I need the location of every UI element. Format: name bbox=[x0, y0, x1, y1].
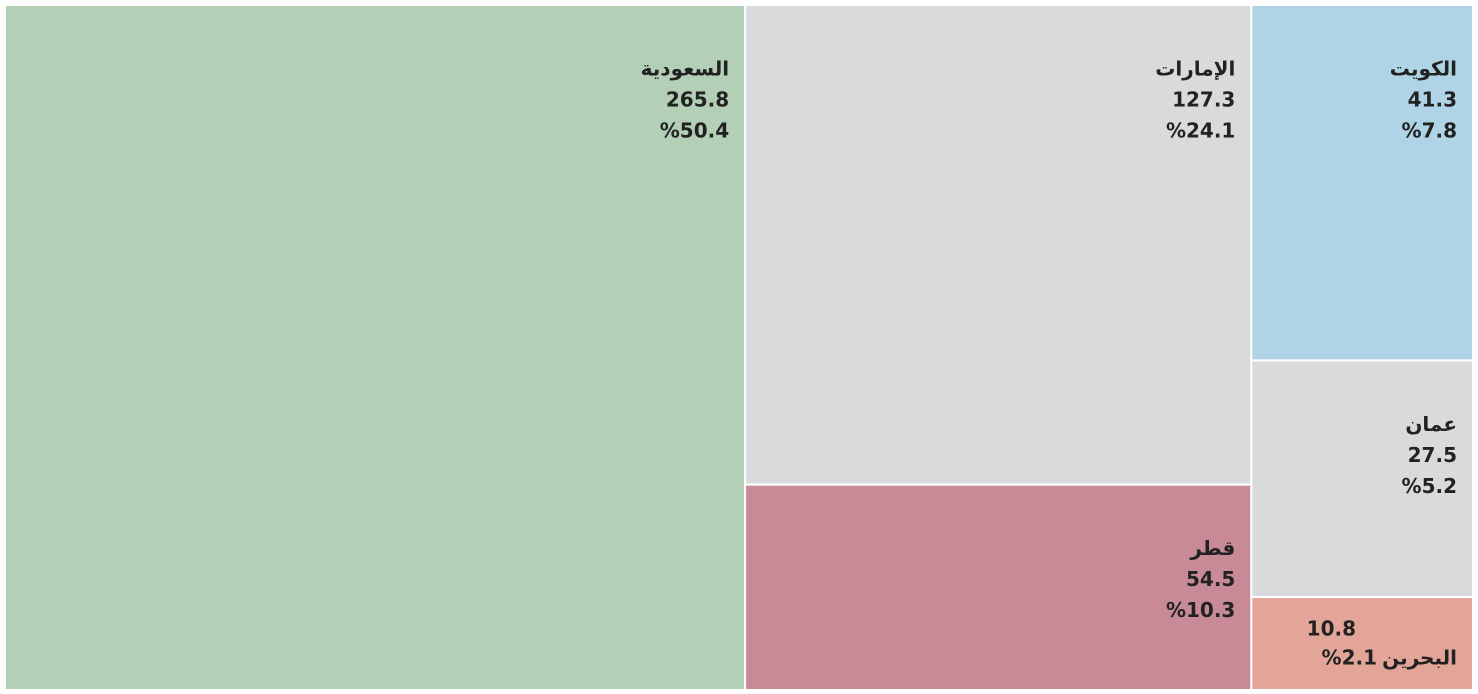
treemap-cell bbox=[4, 4, 747, 691]
cell-share: %7.8 bbox=[1402, 119, 1457, 143]
cell-value: 127.3 bbox=[1172, 88, 1235, 112]
treemap-cell bbox=[1250, 359, 1474, 599]
cell-name: عمان bbox=[1405, 412, 1457, 436]
cell-share: %50.4 bbox=[660, 119, 729, 143]
cell-share: %5.2 bbox=[1402, 474, 1457, 498]
cell-value: 10.8 bbox=[1307, 617, 1356, 641]
cell-name: البحرين bbox=[1382, 646, 1457, 670]
treemap-cell bbox=[744, 4, 1253, 486]
cell-value: 54.5 bbox=[1186, 567, 1235, 591]
cell-name: الكويت bbox=[1390, 57, 1457, 81]
cell-name: الإمارات bbox=[1155, 57, 1235, 81]
cell-share: %24.1 bbox=[1166, 119, 1235, 143]
cell-value: 41.3 bbox=[1408, 88, 1457, 112]
cell-share: %10.3 bbox=[1166, 598, 1235, 622]
cell-value: 27.5 bbox=[1408, 443, 1457, 467]
cell-share: %2.1 bbox=[1322, 646, 1377, 670]
cell-name: السعودية bbox=[641, 57, 729, 81]
cell-value: 265.8 bbox=[666, 88, 729, 112]
treemap-cell bbox=[1250, 4, 1474, 362]
treemap-cell bbox=[1250, 596, 1474, 691]
cell-name: قطر bbox=[1189, 536, 1235, 560]
treemap-cell bbox=[744, 483, 1253, 692]
